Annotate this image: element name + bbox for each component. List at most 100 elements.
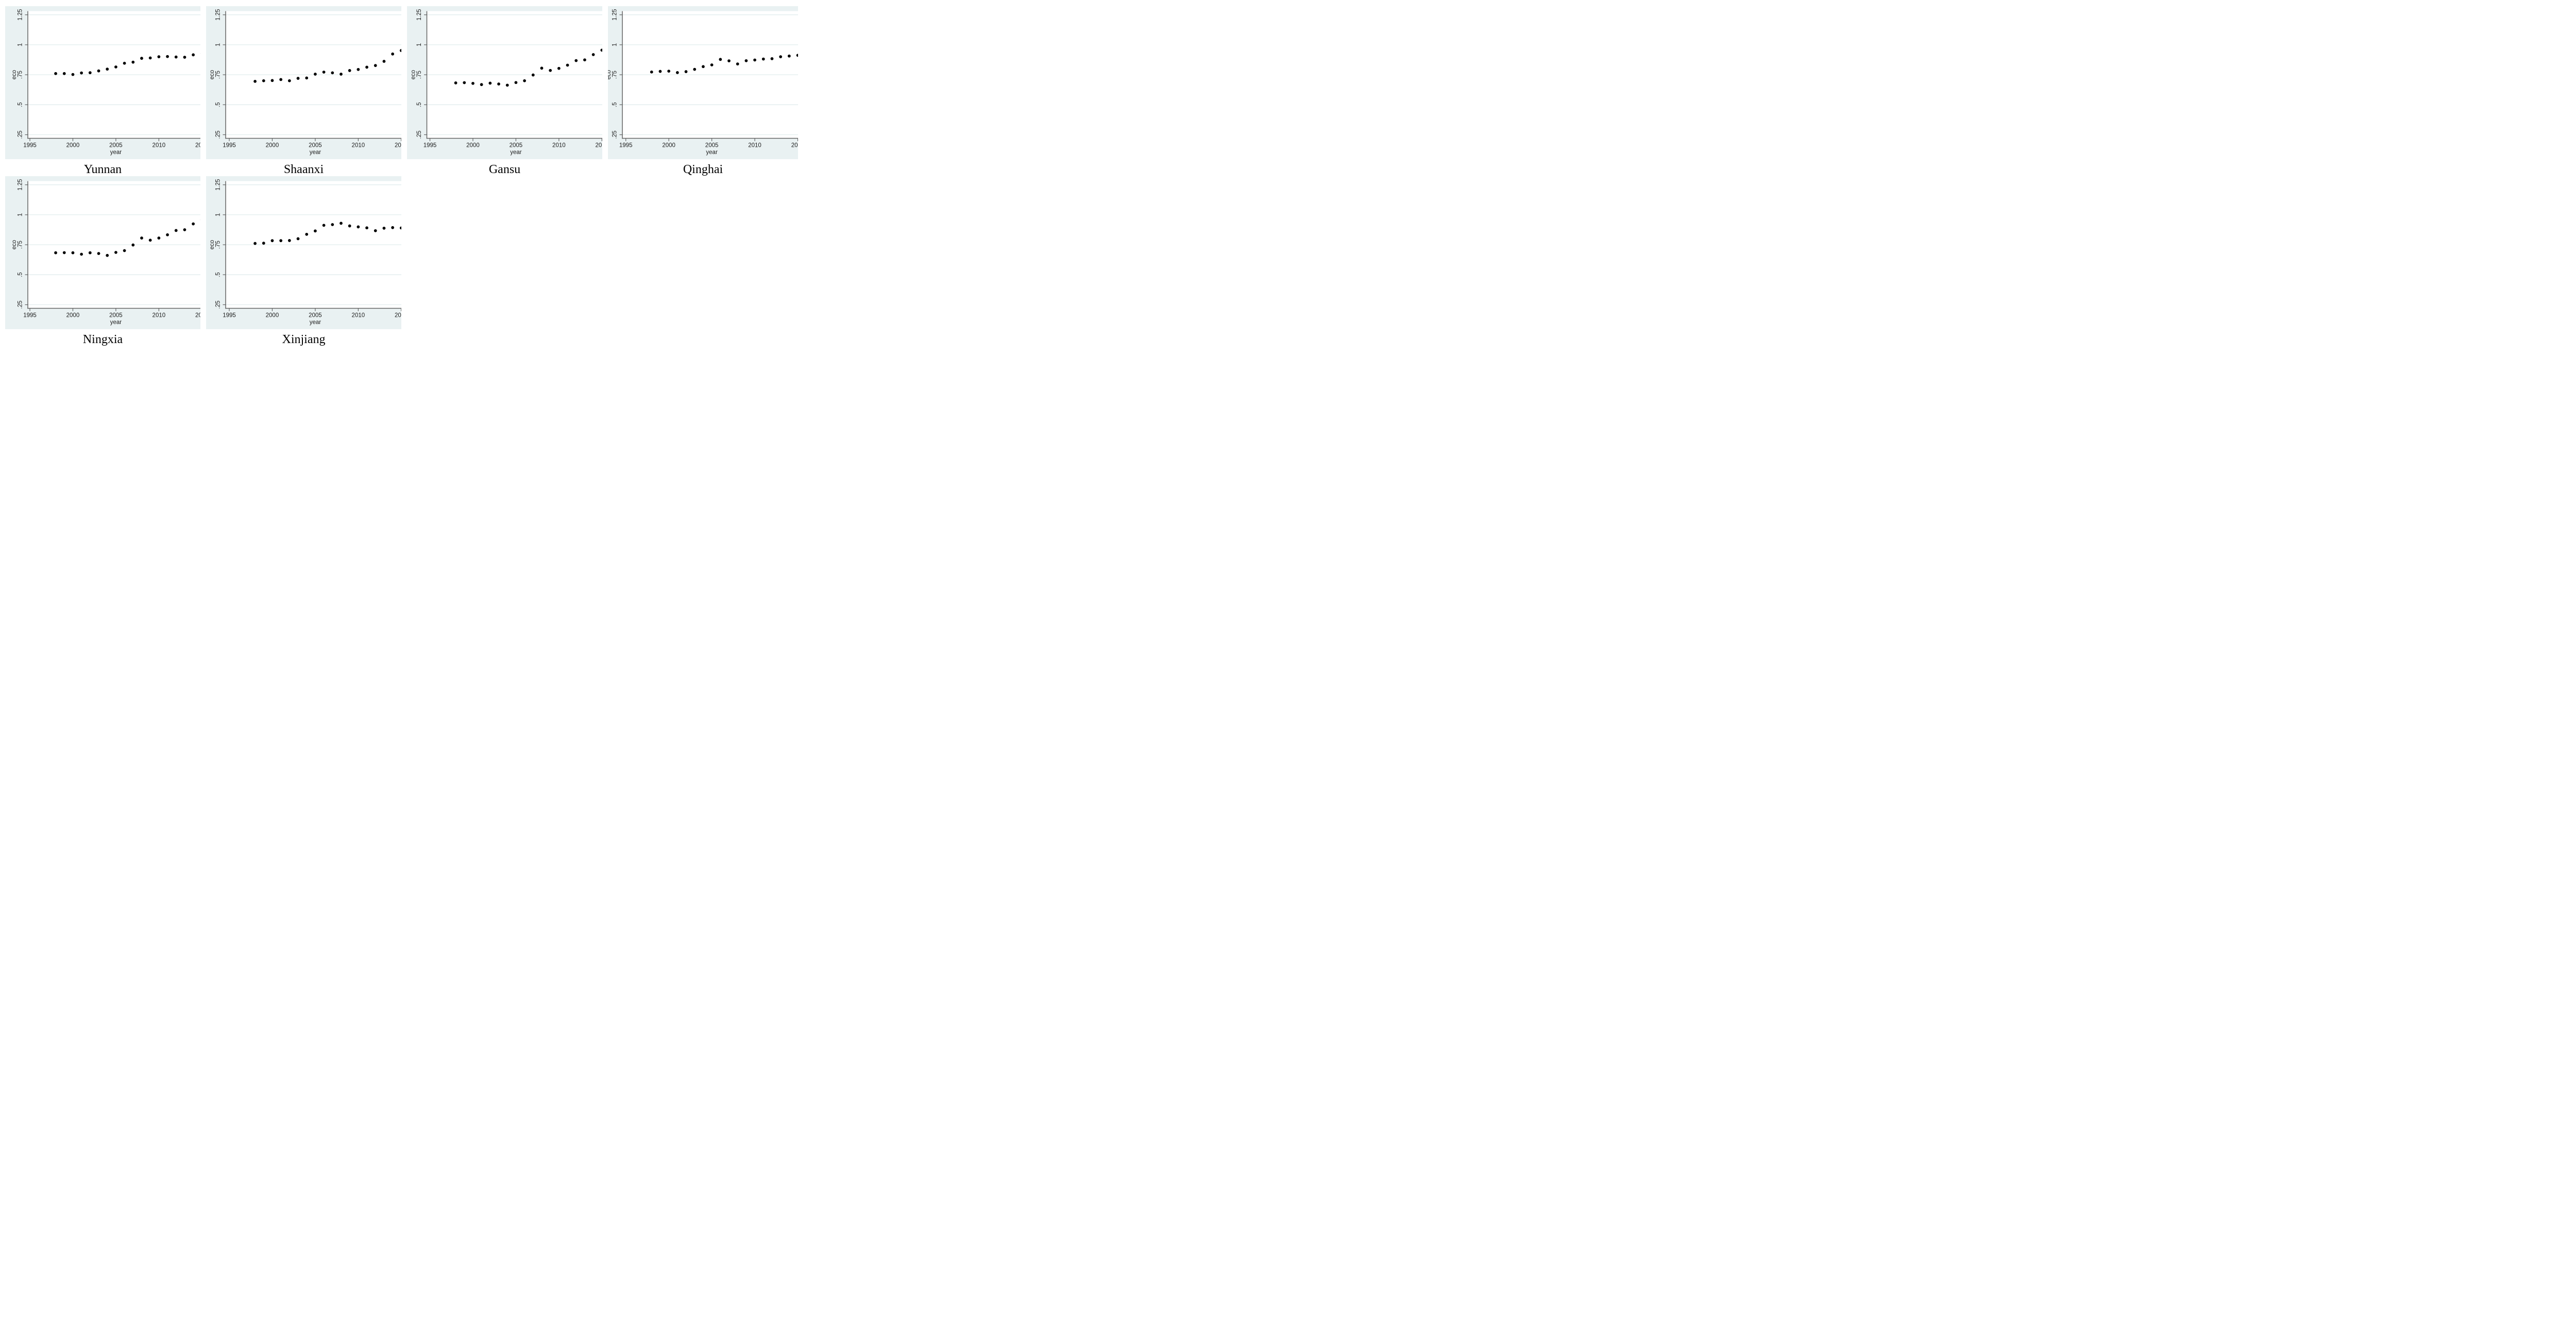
data-point xyxy=(348,69,351,72)
y-tick-label: .75 xyxy=(416,71,422,79)
data-point xyxy=(296,77,300,80)
x-tick-label: 1995 xyxy=(23,313,37,319)
data-point xyxy=(574,59,578,62)
y-tick-label: .5 xyxy=(416,103,422,108)
data-point xyxy=(583,58,586,62)
data-point xyxy=(183,56,187,59)
data-point xyxy=(787,54,791,58)
y-tick-label: 1 xyxy=(18,43,24,46)
y-tick-label: 1 xyxy=(18,213,24,216)
x-tick-label: 1995 xyxy=(619,143,633,149)
data-point xyxy=(391,226,395,229)
x-tick-label: 2015 xyxy=(195,143,200,149)
x-tick-label: 2000 xyxy=(66,313,80,319)
x-tick-label: 2005 xyxy=(510,143,523,149)
data-point xyxy=(148,239,152,242)
x-tick-label: 2000 xyxy=(66,143,80,149)
scatter-plot-svg-gansu: .25 .5 .75 1 1.25 eco 1995 2000 2005 2010 2015 year xyxy=(411,9,602,156)
scatter-plot-svg-xinjiang: .25 .5 .75 1 1.25 eco 1995 2000 2005 2010 2015 year xyxy=(209,179,401,326)
plot-panel-yunnan: .25 .5 .75 1 1.25 eco 1995 2000 2005 2010 2015 year xyxy=(5,6,200,159)
data-point xyxy=(80,252,83,256)
data-point xyxy=(279,239,283,243)
data-point xyxy=(549,69,552,72)
x-tick-label: 1995 xyxy=(223,313,236,319)
data-point xyxy=(374,229,377,232)
data-point xyxy=(262,79,265,82)
data-point xyxy=(365,226,368,230)
data-point xyxy=(719,58,722,61)
data-point xyxy=(71,73,75,76)
x-tick-label: 2000 xyxy=(466,143,480,149)
data-point xyxy=(331,223,334,226)
chart-slot-yunnan: .25 .5 .75 1 1.25 eco 1995 2000 2005 2010 2015 year… xyxy=(5,6,200,177)
data-point xyxy=(88,71,92,75)
scatter-plot-svg-qinghai: .25 .5 .75 1 1.25 eco 1995 2000 2005 2010 2015 year xyxy=(608,9,798,156)
y-tick-label: 1.25 xyxy=(612,9,618,21)
x-tick-label: 2010 xyxy=(748,143,761,149)
data-point xyxy=(192,53,195,57)
data-point xyxy=(357,67,360,71)
y-tick-label: .25 xyxy=(215,131,222,139)
data-point xyxy=(505,83,509,87)
data-point xyxy=(54,251,57,254)
y-tick-label: 1 xyxy=(612,43,618,46)
gridlines xyxy=(226,14,401,135)
x-tick-label: 2015 xyxy=(395,313,401,319)
x-axis-ticks: 1995 2000 2005 2010 2015 xyxy=(23,138,200,149)
y-tick-label: .25 xyxy=(416,131,422,139)
data-point xyxy=(174,55,178,59)
data-point xyxy=(148,56,152,60)
data-point xyxy=(471,81,474,85)
x-axis-title: year xyxy=(510,149,522,156)
data-point xyxy=(382,60,386,63)
x-tick-label: 1995 xyxy=(23,143,37,149)
data-point xyxy=(106,67,109,71)
chart-title-gansu: Gansu xyxy=(488,163,521,176)
data-points xyxy=(54,53,200,76)
y-tick-label: .5 xyxy=(18,273,24,278)
y-axis-ticks: .25 .5 .75 1 1.25 xyxy=(215,9,226,139)
data-point xyxy=(322,224,326,227)
gridlines xyxy=(427,14,602,135)
data-point xyxy=(796,54,798,57)
y-tick-label: .25 xyxy=(612,131,618,139)
y-axis-title: eco xyxy=(11,70,18,80)
y-axis-ticks: .25 .5 .75 1 1.25 xyxy=(416,9,427,139)
data-point xyxy=(314,73,317,76)
plot-panel-ningxia: .25 .5 .75 1 1.25 eco 1995 2000 2005 2010 2015 year xyxy=(5,176,200,329)
y-tick-label: .5 xyxy=(215,103,222,108)
data-point xyxy=(62,72,66,75)
y-axis-ticks: .25 .5 .75 1 1.25 xyxy=(215,179,226,309)
data-point xyxy=(374,64,377,67)
x-axis-title: year xyxy=(310,149,321,156)
data-point xyxy=(157,236,161,240)
data-point xyxy=(166,233,169,236)
data-point xyxy=(287,79,291,82)
data-point xyxy=(365,65,368,69)
data-point xyxy=(131,243,135,247)
data-point xyxy=(514,81,518,84)
data-point xyxy=(106,253,109,257)
data-points xyxy=(54,219,200,257)
gridlines xyxy=(28,14,200,135)
chart-title-yunnan: Yunnan xyxy=(83,163,122,176)
chart-title-xinjiang: Xinjiang xyxy=(282,333,326,346)
plot-panel-xinjiang: .25 .5 .75 1 1.25 eco 1995 2000 2005 2010 2015 year xyxy=(206,176,401,329)
data-points xyxy=(454,48,602,87)
x-tick-label: 2010 xyxy=(352,313,365,319)
data-point xyxy=(531,73,535,77)
data-point xyxy=(591,53,595,56)
data-point xyxy=(140,236,143,240)
data-point xyxy=(131,60,135,64)
data-point xyxy=(80,71,83,75)
x-axis-ticks: 1995 2000 2005 2010 2015 xyxy=(223,138,401,149)
data-point xyxy=(488,81,492,85)
chart-slot-shaanxi: .25 .5 .75 1 1.25 eco 1995 2000 2005 2010 2015 year… xyxy=(206,6,401,177)
data-point xyxy=(114,65,117,69)
x-axis-ticks: 1995 2000 2005 2010 2015 xyxy=(223,308,401,319)
data-point xyxy=(287,239,291,242)
y-tick-label: 1.25 xyxy=(18,179,24,191)
x-tick-label: 2005 xyxy=(309,313,322,319)
chart-title-qinghai: Qinghai xyxy=(683,163,723,176)
data-points xyxy=(650,54,798,74)
